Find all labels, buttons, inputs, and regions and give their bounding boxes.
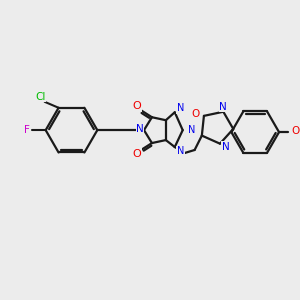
Text: N: N xyxy=(188,125,195,135)
Text: O: O xyxy=(192,109,200,119)
Text: N: N xyxy=(222,142,230,152)
Text: N: N xyxy=(177,146,184,156)
Text: N: N xyxy=(220,102,227,112)
Text: F: F xyxy=(24,125,30,135)
Text: O: O xyxy=(133,149,141,159)
Text: O: O xyxy=(291,126,299,136)
Text: N: N xyxy=(177,103,184,113)
Text: O: O xyxy=(133,101,141,111)
Text: N: N xyxy=(136,124,144,134)
Text: Cl: Cl xyxy=(35,92,46,102)
